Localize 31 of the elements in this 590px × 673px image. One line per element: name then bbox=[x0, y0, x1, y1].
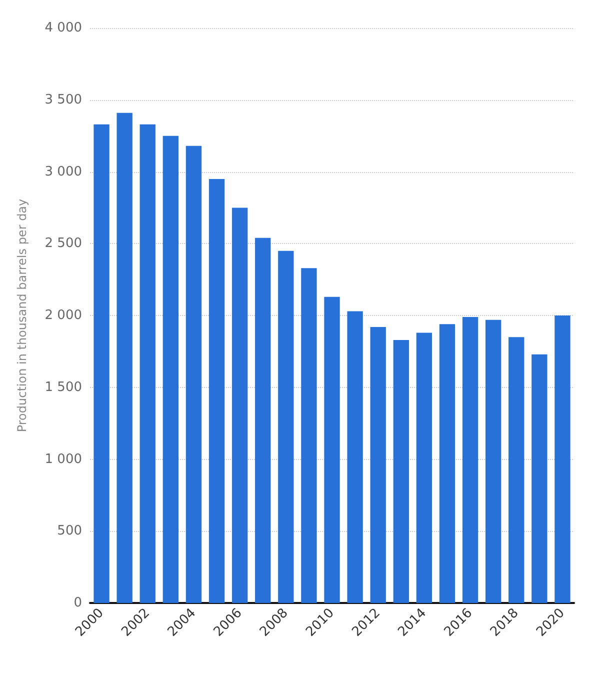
bar bbox=[508, 337, 524, 603]
bar bbox=[370, 327, 386, 603]
bar bbox=[532, 354, 548, 603]
y-tick-label: 500 bbox=[57, 524, 82, 539]
bar bbox=[416, 332, 432, 603]
y-tick-label: 2 000 bbox=[44, 308, 82, 323]
y-tick-label: 1 000 bbox=[44, 452, 82, 467]
bar bbox=[255, 238, 271, 603]
y-tick-label: 0 bbox=[74, 596, 82, 610]
bar bbox=[278, 250, 294, 603]
bar bbox=[347, 311, 363, 603]
bar bbox=[232, 208, 248, 603]
bar bbox=[208, 178, 225, 603]
bar bbox=[462, 316, 478, 603]
bar bbox=[94, 124, 110, 603]
bar bbox=[116, 112, 132, 603]
bar bbox=[554, 316, 570, 603]
bar bbox=[393, 340, 409, 603]
bar bbox=[186, 146, 202, 603]
y-tick-label: 2 500 bbox=[44, 236, 82, 252]
y-tick-label: 4 000 bbox=[44, 20, 82, 36]
bar bbox=[301, 268, 317, 603]
bar bbox=[324, 296, 340, 603]
bar bbox=[485, 320, 502, 603]
y-tick-label: 3 000 bbox=[44, 164, 82, 180]
bar bbox=[140, 124, 156, 603]
bar bbox=[162, 136, 179, 603]
y-tick-label: 1 500 bbox=[44, 380, 82, 395]
y-tick-label: 3 500 bbox=[44, 92, 82, 108]
y-axis-title: Production in thousand barrels per day bbox=[15, 198, 29, 432]
bar bbox=[439, 324, 456, 603]
